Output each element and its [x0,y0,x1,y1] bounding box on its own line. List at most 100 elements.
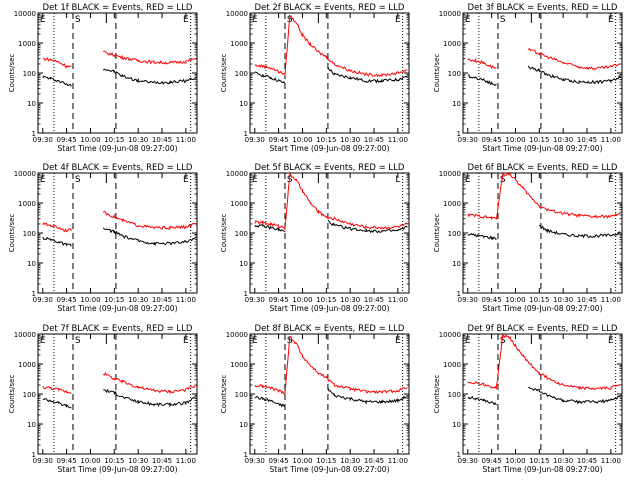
x-tick-label: 10:15 [529,296,549,304]
y-tick-label: 1 [32,290,36,298]
event-marker-label: E [252,15,258,25]
x-tick-label: 11:00 [388,136,408,144]
x-tick-label: 10:45 [577,296,597,304]
y-tick-label: 10 [452,100,461,108]
events-series-line [467,386,621,406]
x-tick-label: 10:30 [553,296,573,304]
x-axis-label: Start Time (09-Jun-08 09:27:00) [58,144,178,153]
plot-frame [462,12,623,134]
event-marker-label: E [252,336,258,346]
event-marker-label: S [500,336,506,346]
x-tick-label: 10:00 [292,136,312,144]
x-tick-label: 11:00 [601,457,621,465]
event-marker-label: S [75,175,81,185]
chart-panel-6: Det 6f BLACK = Events, RED = LLD 1 10 100 10… [433,163,623,313]
event-marker-label: S [75,15,81,25]
y-axis-label: Counts/sec [8,54,16,93]
plot-frame [462,172,623,294]
y-tick-label: 1 [457,130,461,138]
x-tick-label: 10:00 [292,296,312,304]
y-axis-label: Counts/sec [220,375,228,414]
event-marker-label: S [500,15,506,25]
lld-series-line [467,334,621,391]
y-tick-label: 1000 [443,200,461,208]
x-tick-label: 09:45 [269,296,289,304]
x-axis-label: Start Time (09-Jun-08 09:27:00) [270,144,390,153]
x-axis-label: Start Time (09-Jun-08 09:27:00) [483,304,603,313]
y-tick-label: 100 [235,230,248,238]
chart-panel-2: Det 2f BLACK = Events, RED = LLD 1 10 100 10… [220,3,410,153]
x-tick-label: 10:00 [80,136,100,144]
x-tick-label: 10:30 [128,296,148,304]
x-tick-label: 10:15 [104,296,124,304]
event-marker-label: E [465,175,471,185]
x-tick-label: 10:30 [340,136,360,144]
x-tick-label: 10:45 [152,296,172,304]
y-tick-label: 10000 [439,10,461,18]
x-tick-label: 10:00 [505,457,525,465]
x-tick-label: 10:00 [505,296,525,304]
chart-title: Det 7f BLACK = Events, RED = LLD [43,324,193,334]
y-tick-label: 10 [239,100,248,108]
y-axis-label: Counts/sec [220,214,228,253]
y-tick-label: 10000 [226,170,248,178]
events-series-line [254,387,408,408]
x-axis-label: Start Time (09-Jun-08 09:27:00) [270,465,390,474]
y-tick-label: 10 [27,421,36,429]
y-axis-label: Counts/sec [220,54,228,93]
x-tick-label: 09:45 [269,136,289,144]
x-tick-label: 10:30 [340,457,360,465]
x-axis-label: Start Time (09-Jun-08 09:27:00) [58,465,178,474]
chart-title: Det 6f BLACK = Events, RED = LLD [468,163,618,173]
y-tick-label: 10 [452,260,461,268]
plot-frame [249,12,410,134]
events-series-line [467,65,621,87]
plot-frame [37,333,198,455]
y-tick-label: 100 [448,70,461,78]
y-tick-label: 1000 [230,361,248,369]
x-tick-label: 09:45 [269,457,289,465]
y-tick-label: 1 [457,290,461,298]
chart-panel-4: Det 4f BLACK = Events, RED = LLD 1 10 100 10… [8,163,198,313]
x-tick-label: 10:45 [577,457,597,465]
x-tick-label: 09:45 [482,457,502,465]
x-tick-label: 10:30 [553,457,573,465]
y-tick-label: 1000 [230,200,248,208]
chart-title: Det 2f BLACK = Events, RED = LLD [255,3,405,13]
x-axis-label: Start Time (09-Jun-08 09:27:00) [483,144,603,153]
y-tick-label: 10000 [14,331,36,339]
x-tick-label: 10:15 [104,136,124,144]
y-tick-label: 100 [23,70,36,78]
x-tick-label: 10:15 [316,457,336,465]
chart-title: Det 4f BLACK = Events, RED = LLD [43,163,193,173]
x-tick-label: 09:45 [57,136,77,144]
chart-title: Det 5f BLACK = Events, RED = LLD [255,163,405,173]
x-tick-label: 10:45 [152,457,172,465]
lld-series-line [467,47,621,71]
event-marker-label: S [75,336,81,346]
x-axis-label: Start Time (09-Jun-08 09:27:00) [270,304,390,313]
y-axis-label: Counts/sec [433,214,441,253]
x-tick-label: 11:00 [176,136,196,144]
chart-title: Det 1f BLACK = Events, RED = LLD [43,3,193,13]
lld-series-line [254,14,408,78]
lld-series-line [42,210,196,233]
x-tick-label: 10:45 [364,296,384,304]
y-tick-label: 10000 [439,170,461,178]
x-tick-label: 09:30 [33,136,53,144]
x-tick-label: 09:30 [458,136,478,144]
x-tick-label: 09:30 [245,457,265,465]
event-marker-label: E [465,336,471,346]
y-tick-label: 100 [235,391,248,399]
lld-series-line [254,171,408,231]
chart-title: Det 9f BLACK = Events, RED = LLD [468,324,618,334]
x-tick-label: 10:00 [292,457,312,465]
event-marker-label: L [395,175,400,185]
chart-title: Det 8f BLACK = Events, RED = LLD [255,324,405,334]
lld-series-line [254,335,408,395]
x-tick-label: 10:00 [80,457,100,465]
event-marker-label: E [395,15,401,25]
y-tick-label: 10000 [226,10,248,18]
x-tick-label: 10:15 [529,136,549,144]
events-series-line [254,219,408,234]
